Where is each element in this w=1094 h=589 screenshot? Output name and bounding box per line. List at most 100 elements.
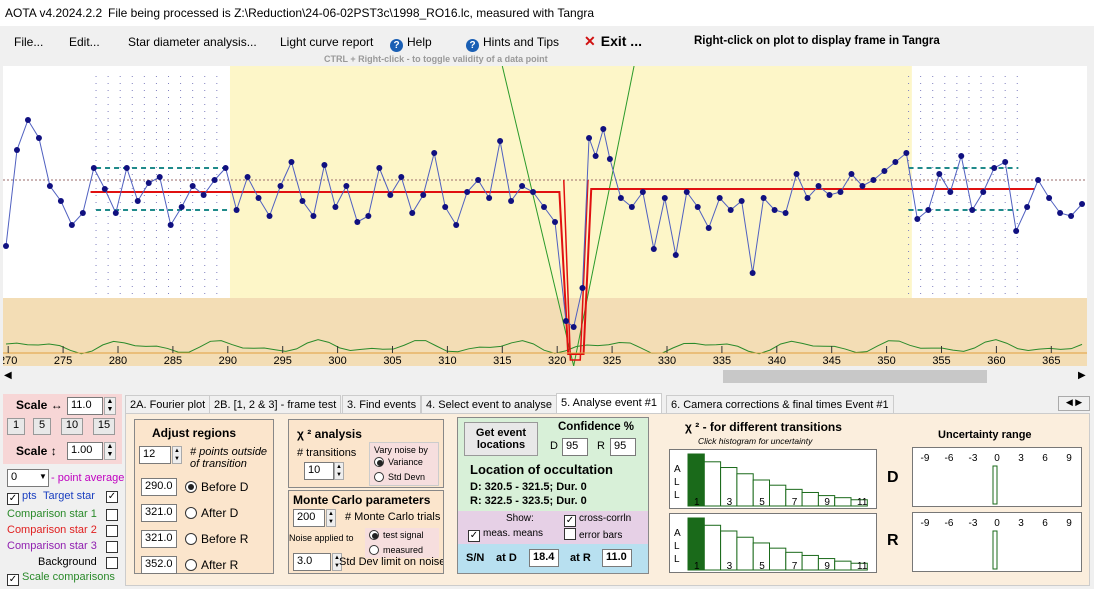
light-curve-plot[interactable]: 270 275 280 285 290 295 300 305 310 315 320 325 330 3… [3,66,1087,366]
histogram-bar [850,562,868,571]
step-5-button[interactable]: 5 [33,418,51,435]
hist-tick-label: 1 [694,561,700,572]
data-point [958,153,965,159]
transition-fit-r [573,66,635,366]
cross-corrln-checkbox[interactable]: ✓ cross-corrln [564,513,632,527]
data-point [35,135,42,141]
chevron-down-icon[interactable]: ▼ [39,472,47,481]
right-click-hint: Right-click on plot to display frame in … [694,35,940,47]
scale-comparisons-checkbox[interactable]: ✓ Scale comparisons [7,571,115,586]
sn-at-d-label: at D [496,552,517,564]
before-r-input[interactable]: 321.0 [141,530,177,548]
plot-scrollbar[interactable]: ◀ ▶ [0,368,1094,385]
histogram-bar [801,491,819,507]
monte-carlo-box: Monte Carlo parameters 200 ▲ ▼ # Monte Ca… [288,490,444,574]
menu-edit[interactable]: Edit... [69,35,100,49]
data-point [420,192,427,198]
variance-radio[interactable]: Variance [374,457,423,467]
scroll-right-icon[interactable]: ▶ [1078,370,1086,381]
target-star-checkbox[interactable]: ✓ [106,491,118,503]
monte-trials-spinner[interactable]: ▲ ▼ [326,509,336,527]
after-r-input[interactable]: 352.0 [141,556,177,574]
x-tick-label: 280 [109,355,127,366]
tab-camera-corrections[interactable]: 6. Camera corrections & final times Even… [666,395,894,414]
points-outside-input[interactable]: 12 [139,446,171,464]
x-tick-label: 355 [932,355,950,366]
conf-d-select[interactable]: 95 [562,438,588,456]
monte-trials-input[interactable]: 200 [293,509,325,527]
sd-limit-spinner[interactable]: ▲ ▼ [332,553,342,571]
data-point [475,177,482,183]
comp3-checkbox[interactable] [106,541,118,553]
transition-fit-d [501,66,575,366]
conf-r-select[interactable]: 95 [610,438,636,456]
transitions-input[interactable]: 10 [304,462,334,480]
comp1-checkbox[interactable] [106,509,118,521]
menu-file[interactable]: File... [14,35,44,49]
data-point [672,252,679,258]
menu-help[interactable]: ? Help [390,35,432,52]
menu-light-curve-report[interactable]: Light curve report [280,35,374,49]
points-spinner[interactable]: ▲ ▼ [172,446,182,464]
before-r-radio[interactable]: Before R [185,532,248,546]
step-15-button[interactable]: 15 [93,418,115,435]
hints-icon: ? [466,39,479,52]
x-tick-label: 290 [219,355,237,366]
std-devn-radio[interactable]: Std Devn [374,472,425,482]
measured-radio[interactable]: measured [369,545,423,555]
after-r-radio[interactable]: After R [185,558,238,572]
scroll-left-icon[interactable]: ◀ [4,370,12,381]
background-checkbox[interactable] [106,557,118,569]
hist-d[interactable]: A L L 1 3 5 7 9 11 [669,449,877,509]
data-point [79,210,86,216]
tab-fourier[interactable]: 2A. Fourier plot [125,395,211,414]
tab-find-events[interactable]: 3. Find events [342,395,422,414]
tab-frame-test[interactable]: 2B. [1, 2 & 3] - frame test [209,395,342,414]
comp2-checkbox[interactable] [106,525,118,537]
points-outside-label: # points outside of transition [190,446,268,470]
hist-tick-label: 11 [857,497,868,508]
menu-exit[interactable]: ✕ Exit ... [584,33,642,50]
scale-v-input[interactable]: 1.00 [67,442,103,460]
scale-h-spinner[interactable]: ▲ ▼ [104,397,116,415]
uncertainty-d-svg: -9 -6 -3 0 3 6 9 [921,453,1072,505]
meas-means-checkbox[interactable]: ✓ meas. means [468,528,544,542]
data-point [617,195,624,201]
data-point [145,180,152,186]
light-curve-svg[interactable]: 270 275 280 285 290 295 300 305 310 315 320 325 330 3… [3,66,1087,366]
get-event-locations-button[interactable]: Get event locations [464,422,538,456]
data-point [541,204,548,210]
scale-v-spinner[interactable]: ▲ ▼ [104,442,116,460]
hist-tick-label: 3 [727,497,733,508]
before-d-radio[interactable]: Before D [185,480,248,494]
menu-star-diameter[interactable]: Star diameter analysis... [128,35,257,49]
sd-limit-input[interactable]: 3.0 [293,553,331,571]
uncertainty-tick-label: -3 [969,518,978,529]
uncertainty-tick-label: 6 [1042,453,1048,464]
tab-select-event[interactable]: 4. Select event to analyse [421,395,557,414]
comp3-label: Comparison star 3 [7,540,97,552]
ctrl-hint: CTRL + Right-click - to toggle validity … [324,54,548,64]
scale-h-label: Scale ↔ [16,398,63,412]
point-average-select[interactable]: 0 [7,469,49,487]
transitions-spinner[interactable]: ▲ ▼ [334,462,344,480]
menu-hints[interactable]: ? Hints and Tips [466,35,559,52]
after-d-input[interactable]: 321.0 [141,504,177,522]
data-point [600,126,607,132]
scale-h-input[interactable]: 11.0 [67,397,103,415]
test-signal-radio[interactable]: test signal [369,530,424,540]
hist-r[interactable]: A L L 1 3 5 7 9 11 [669,513,877,573]
tab-analyse-event[interactable]: 5. Analyse event #1 [556,393,663,414]
x-tick-label: 315 [493,355,511,366]
tab-scroll-icon[interactable]: ◀ ▶ [1058,396,1090,411]
step-1-button[interactable]: 1 [7,418,25,435]
data-point [442,204,449,210]
pts-checkbox[interactable]: ✓ pts [7,490,37,505]
before-d-input[interactable]: 290.0 [141,478,177,496]
scroll-thumb[interactable] [723,370,987,383]
step-10-button[interactable]: 10 [61,418,83,435]
error-bars-checkbox[interactable]: error bars [564,528,622,541]
after-d-radio[interactable]: After D [185,506,238,520]
